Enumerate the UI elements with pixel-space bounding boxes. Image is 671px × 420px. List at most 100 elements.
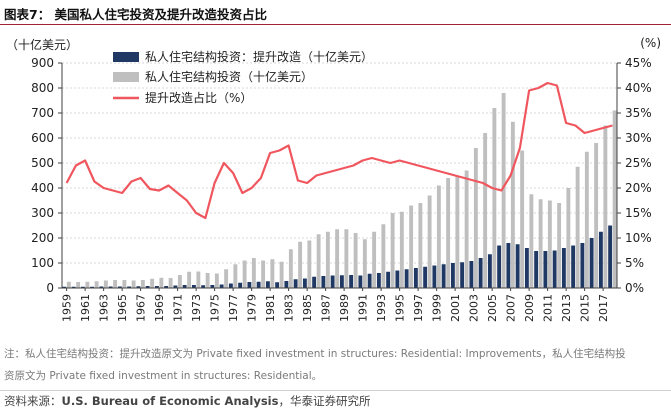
bar-improvements-2014: [571, 245, 576, 288]
x-tick-label: 1979: [246, 294, 259, 322]
bar-total-1994: [390, 213, 395, 288]
bar-improvements-2002: [460, 262, 465, 288]
bar-total-1983: [288, 249, 293, 288]
x-tick-label: 1961: [79, 294, 92, 322]
series-improvements: [62, 225, 613, 288]
bar-total-1979: [251, 258, 256, 288]
bar-total-1987: [325, 231, 330, 288]
bar-improvements-1994: [386, 271, 391, 288]
legend-label-total: 私人住宅结构投资（十亿美元）: [145, 69, 313, 84]
right-tick-label: 30%: [625, 131, 652, 145]
bar-improvements-2004: [478, 258, 483, 288]
bar-improvements-2009: [524, 248, 529, 288]
bar-improvements-1977: [228, 283, 233, 288]
left-axis-ticks: 0 100 200 300 400 500 600 700 800 900: [31, 56, 62, 295]
right-tick-label: 25%: [625, 156, 652, 170]
bar-improvements-2007: [506, 243, 511, 288]
x-tick-label: 1981: [264, 294, 277, 322]
bar-improvements-1981: [265, 281, 270, 288]
bar-total-1993: [381, 224, 386, 288]
bar-improvements-1976: [219, 284, 224, 288]
left-tick-label: 200: [31, 231, 54, 245]
bar-total-1961: [85, 281, 90, 288]
bar-improvements-1961: [80, 286, 85, 288]
bar-total-2018: [612, 110, 617, 288]
bar-total-1980: [261, 260, 266, 288]
chart: 0 100 200 300 400 500 600 700 800 900 0% 5% 10% 15% 2…: [31, 49, 652, 322]
x-tick-label: 1965: [116, 294, 129, 322]
bar-total-1971: [177, 275, 182, 288]
bar-total-2002: [464, 170, 469, 288]
bar-improvements-2005: [487, 254, 492, 288]
bar-total-1968: [150, 278, 155, 288]
right-tick-label: 10%: [625, 231, 652, 245]
bar-total-1990: [353, 233, 358, 288]
left-tick-label: 300: [31, 206, 54, 220]
bar-improvements-1982: [275, 282, 280, 288]
x-tick-label: 2013: [560, 294, 573, 322]
bar-improvements-1985: [302, 278, 307, 288]
bar-total-2008: [520, 150, 525, 288]
bottom-divider: [0, 390, 671, 391]
title-divider: [0, 24, 671, 25]
bar-improvements-1991: [358, 275, 363, 288]
left-tick-label: 100: [31, 256, 54, 270]
x-tick-label: 1985: [301, 294, 314, 322]
bar-total-1977: [233, 264, 238, 288]
x-tick-label: 2009: [523, 294, 536, 322]
series-improvement-share: [65, 81, 613, 220]
bar-improvements-2016: [589, 238, 594, 288]
bar-improvements-1968: [145, 286, 150, 288]
x-tick-label: 1969: [153, 294, 166, 322]
bar-improvements-1979: [247, 282, 252, 288]
bar-improvements-1962: [90, 286, 95, 288]
bar-improvements-2010: [534, 251, 539, 288]
bar-total-2017: [603, 125, 608, 288]
bar-improvements-1966: [127, 286, 132, 288]
bar-total-1974: [205, 273, 210, 288]
bar-total-2015: [584, 151, 589, 288]
bar-total-1973: [196, 271, 201, 288]
legend: 私人住宅结构投资：提升改造（十亿美元） 私人住宅结构投资（十亿美元） 提升改造占…: [113, 49, 373, 105]
right-tick-label: 20%: [625, 181, 652, 195]
bar-total-2000: [446, 178, 451, 288]
left-tick-label: 600: [31, 131, 54, 145]
note-line-2: 资原文为 Private fixed investment in structu…: [4, 370, 323, 382]
source-line: 资料来源：U.S. Bureau of Economic Analysis，华泰…: [4, 393, 370, 409]
bar-total-1998: [427, 195, 432, 288]
bar-improvements-1978: [238, 282, 243, 288]
note-line-1: 注：私人住宅结构投资：提升改造原文为 Private fixed investm…: [4, 348, 626, 360]
bar-total-1965: [122, 280, 127, 288]
bar-total-1989: [344, 229, 349, 288]
bar-total-2016: [594, 143, 599, 288]
left-tick-label: 800: [31, 81, 54, 95]
right-tick-label: 0%: [625, 281, 644, 295]
bar-improvements-1986: [312, 276, 317, 288]
bar-total-1966: [131, 280, 136, 288]
bar-total-1978: [242, 260, 247, 288]
bar-total-1988: [335, 229, 340, 288]
right-axis-unit: (%): [640, 36, 661, 50]
x-tick-label: 2003: [468, 294, 481, 322]
x-tick-label: 1971: [172, 294, 185, 322]
x-axis-ticks: 1959 1961 1963 1965 1967 1969 1971 1973 1975 1977…: [61, 288, 610, 322]
bar-improvements-1960: [71, 286, 76, 288]
bar-improvements-1988: [330, 275, 335, 288]
bar-improvements-2011: [543, 251, 548, 288]
gridlines: [62, 62, 617, 264]
bar-improvements-1972: [182, 285, 187, 288]
bar-total-2014: [575, 166, 580, 288]
bar-improvements-1959: [62, 286, 67, 288]
right-tick-label: 35%: [625, 106, 652, 120]
bar-total-1995: [399, 211, 404, 288]
bar-improvements-1989: [339, 275, 344, 288]
bar-total-2011: [547, 200, 552, 288]
x-tick-label: 1999: [431, 294, 444, 322]
bar-total-1976: [224, 269, 229, 288]
bar-improvements-1973: [191, 285, 196, 288]
bar-total-1985: [307, 240, 312, 288]
bar-improvements-1995: [395, 270, 400, 288]
bar-total-1970: [168, 278, 173, 288]
left-tick-label: 0: [46, 281, 54, 295]
right-axis-ticks: 0% 5% 10% 15% 20% 25% 30% 35% 40% 45%: [617, 56, 652, 295]
